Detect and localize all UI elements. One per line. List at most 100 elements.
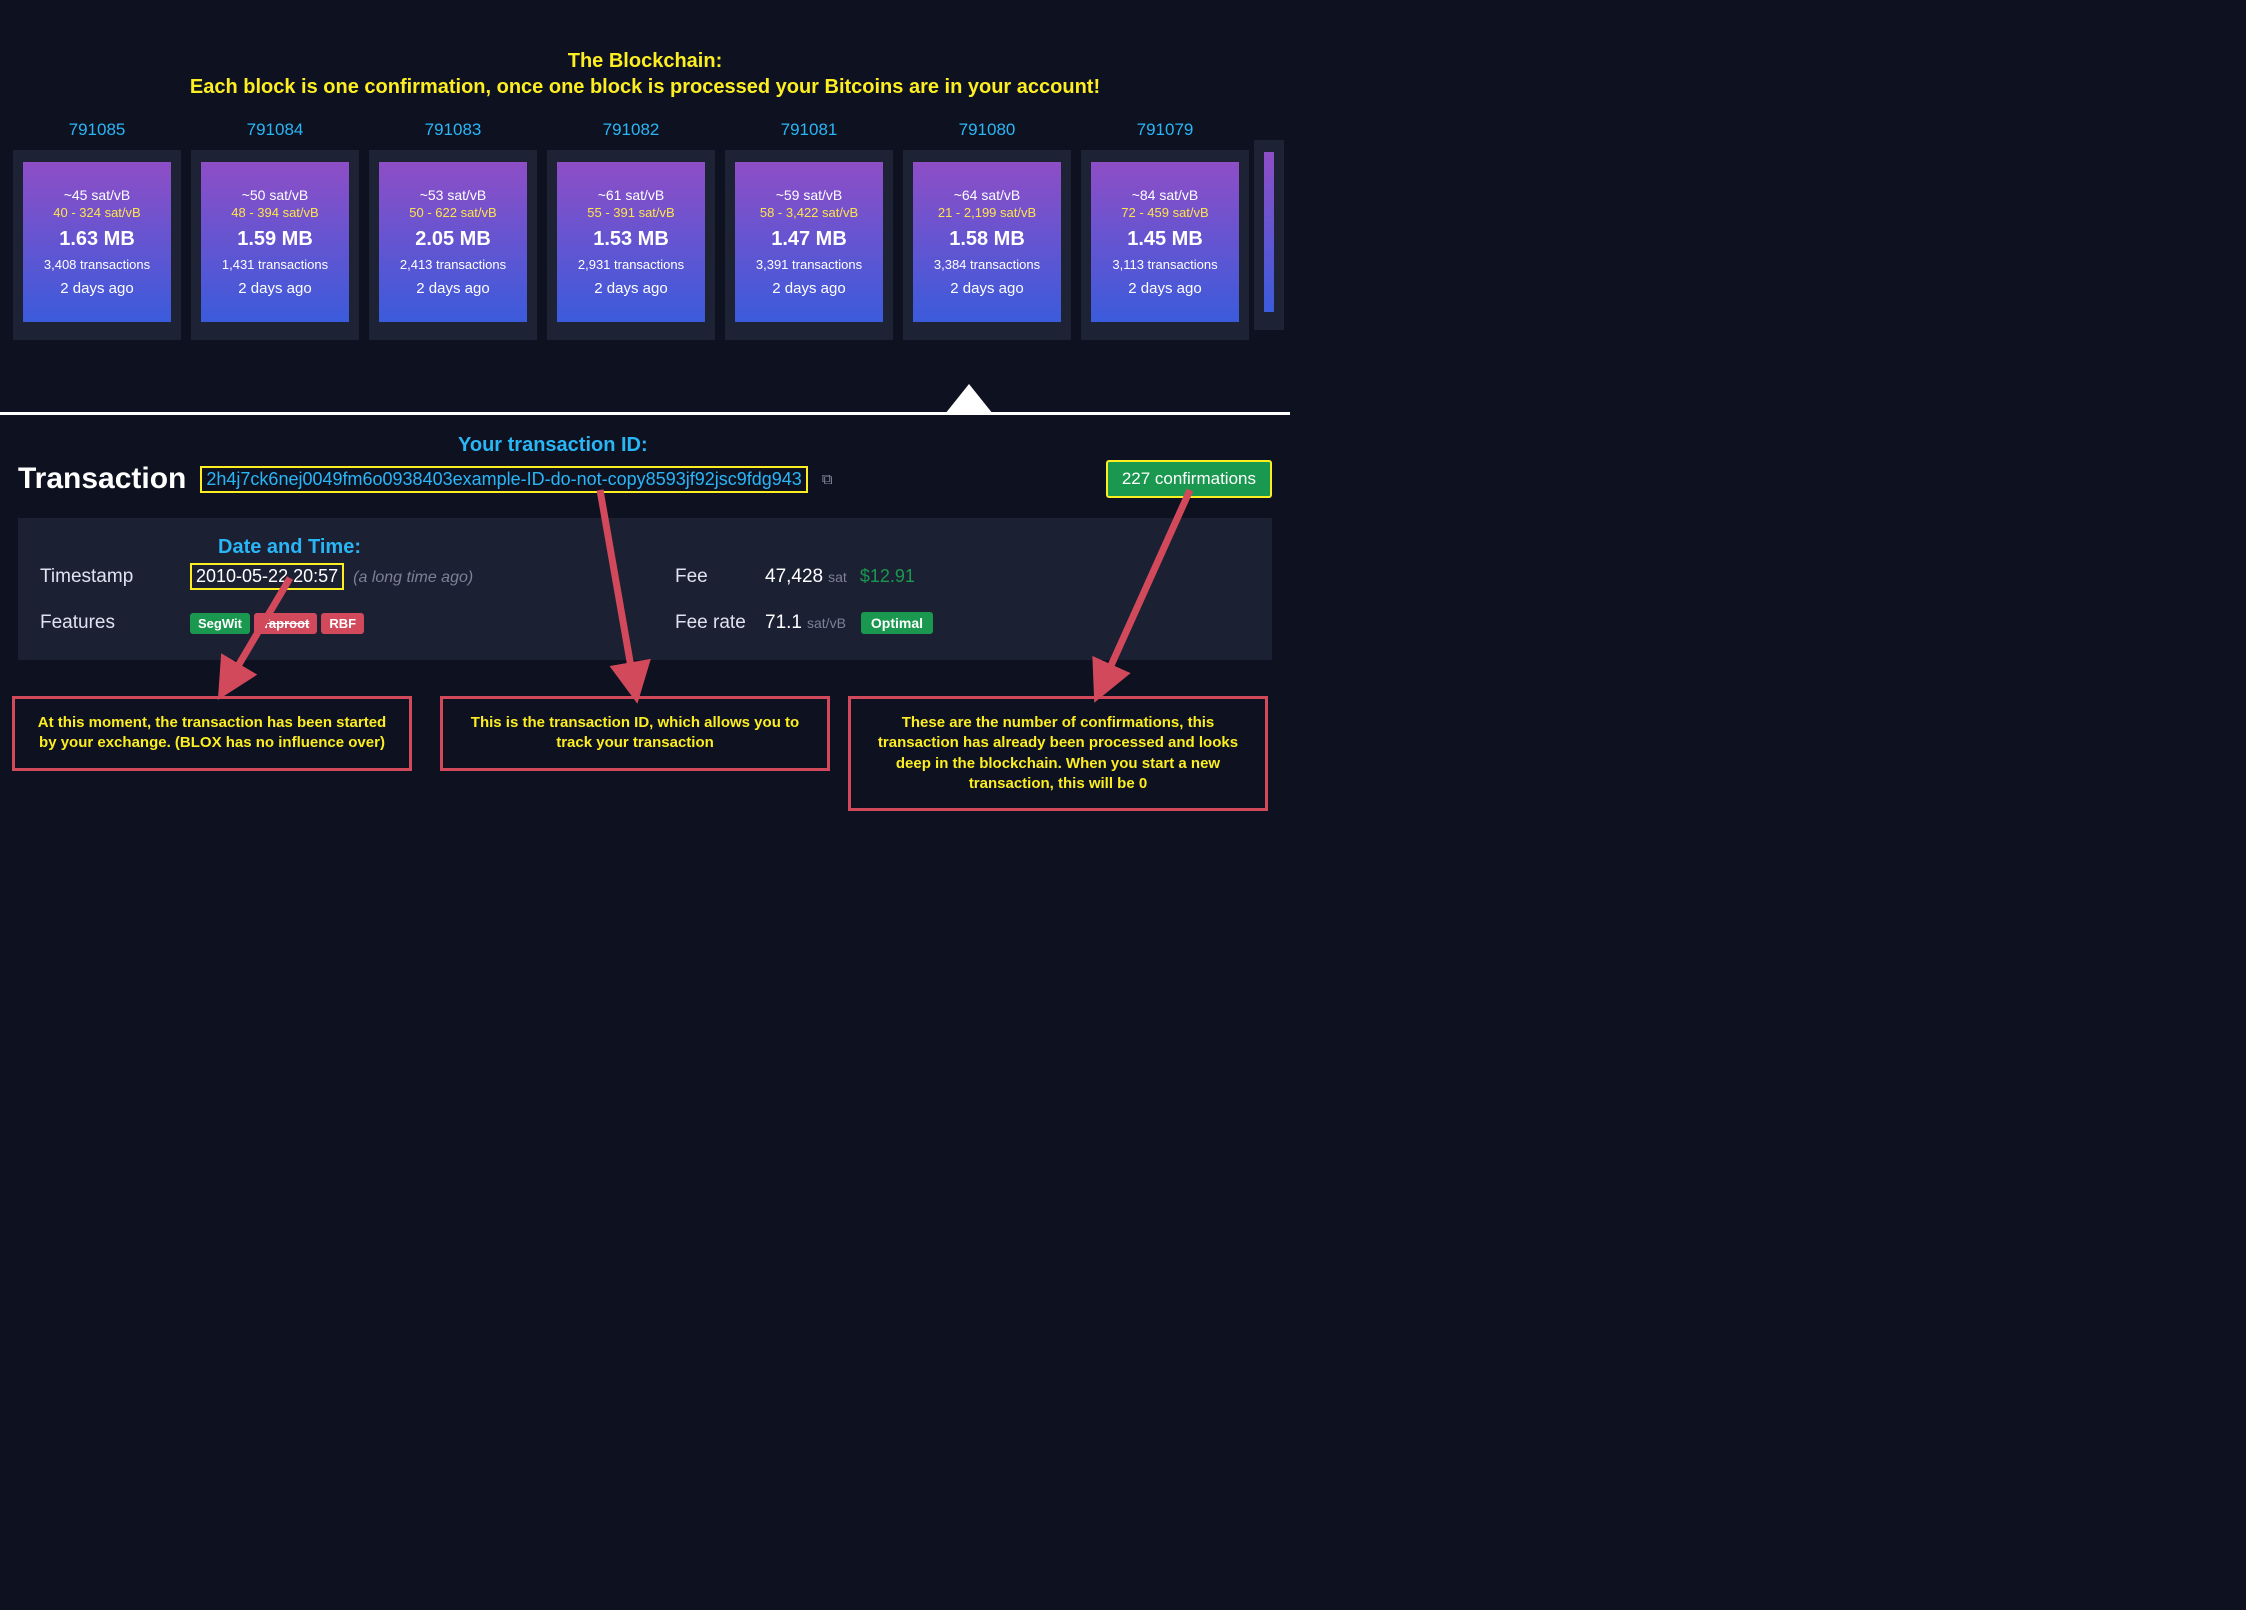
selected-block-pointer <box>945 384 993 414</box>
block-card[interactable]: ~50 sat/vB 48 - 394 sat/vB 1.59 MB 1,431… <box>191 150 359 340</box>
block-avg-fee: ~45 sat/vB <box>64 187 131 203</box>
feature-pill: Taproot <box>254 613 317 634</box>
block-age: 2 days ago <box>60 280 133 297</box>
block-number[interactable]: 791083 <box>425 120 482 140</box>
block-column[interactable]: 791080 ~64 sat/vB 21 - 2,199 sat/vB 1.58… <box>898 120 1076 340</box>
block-fee-range: 40 - 324 sat/vB <box>53 205 140 220</box>
block-number[interactable]: 791081 <box>781 120 838 140</box>
header-text: The Blockchain: Each block is one confir… <box>0 0 1290 100</box>
block-card[interactable]: ~61 sat/vB 55 - 391 sat/vB 1.53 MB 2,931… <box>547 150 715 340</box>
date-annotation-label: Date and Time: <box>218 536 1250 559</box>
block-age: 2 days ago <box>772 280 845 297</box>
block-tx-count: 2,413 transactions <box>400 257 506 272</box>
block-age: 2 days ago <box>594 280 667 297</box>
block-inner: ~45 sat/vB 40 - 324 sat/vB 1.63 MB 3,408… <box>23 162 171 322</box>
feerate-unit: sat/vB <box>807 615 846 631</box>
fee-sat: 47,428 <box>765 566 823 587</box>
transaction-header-row: Transaction 2h4j7ck6nej0049fm6o0938403ex… <box>18 460 1272 498</box>
feerate-value: 71.1 <box>765 612 802 633</box>
block-avg-fee: ~64 sat/vB <box>954 187 1021 203</box>
feerate-cell: 71.1 sat/vB Optimal <box>765 612 1250 634</box>
block-age: 2 days ago <box>950 280 1023 297</box>
fee-unit: sat <box>828 569 847 585</box>
transaction-section: Your transaction ID: Transaction 2h4j7ck… <box>18 438 1272 660</box>
block-number[interactable]: 791085 <box>69 120 126 140</box>
block-inner: ~50 sat/vB 48 - 394 sat/vB 1.59 MB 1,431… <box>201 162 349 322</box>
block-avg-fee: ~84 sat/vB <box>1132 187 1199 203</box>
timestamp-ago: (a long time ago) <box>353 569 473 586</box>
callout-confirmations: These are the number of confirmations, t… <box>848 696 1268 811</box>
block-size: 1.59 MB <box>237 228 313 251</box>
block-age: 2 days ago <box>1128 280 1201 297</box>
block-inner: ~59 sat/vB 58 - 3,422 sat/vB 1.47 MB 3,3… <box>735 162 883 322</box>
blockchain-row: 791085 ~45 sat/vB 40 - 324 sat/vB 1.63 M… <box>0 120 1290 340</box>
block-age: 2 days ago <box>416 280 489 297</box>
block-inner: ~53 sat/vB 50 - 622 sat/vB 2.05 MB 2,413… <box>379 162 527 322</box>
block-size: 1.47 MB <box>771 228 847 251</box>
block-column[interactable]: 791079 ~84 sat/vB 72 - 459 sat/vB 1.45 M… <box>1076 120 1254 340</box>
block-tx-count: 1,431 transactions <box>222 257 328 272</box>
block-card[interactable]: ~59 sat/vB 58 - 3,422 sat/vB 1.47 MB 3,3… <box>725 150 893 340</box>
block-avg-fee: ~59 sat/vB <box>776 187 843 203</box>
transaction-details-panel: Date and Time: Timestamp 2010-05-22 20:5… <box>18 518 1272 660</box>
block-fee-range: 55 - 391 sat/vB <box>587 205 674 220</box>
feature-pill: RBF <box>321 613 364 634</box>
block-number[interactable]: 791084 <box>247 120 304 140</box>
block-column[interactable]: 791083 ~53 sat/vB 50 - 622 sat/vB 2.05 M… <box>364 120 542 340</box>
feature-pill: SegWit <box>190 613 250 634</box>
block-inner: ~84 sat/vB 72 - 459 sat/vB 1.45 MB 3,113… <box>1091 162 1239 322</box>
header-line1: The Blockchain: <box>0 48 1290 74</box>
block-number[interactable]: 791082 <box>603 120 660 140</box>
confirmations-badge: 227 confirmations <box>1106 460 1272 498</box>
block-column-partial <box>1254 120 1284 340</box>
block-size: 1.58 MB <box>949 228 1025 251</box>
timestamp-cell: 2010-05-22 20:57 (a long time ago) <box>190 563 675 590</box>
block-size: 1.45 MB <box>1127 228 1203 251</box>
timestamp-label: Timestamp <box>40 566 190 588</box>
block-fee-range: 50 - 622 sat/vB <box>409 205 496 220</box>
detail-grid: Timestamp 2010-05-22 20:57 (a long time … <box>40 563 1250 634</box>
block-tx-count: 3,384 transactions <box>934 257 1040 272</box>
section-divider <box>0 412 1290 415</box>
txid-annotation-label: Your transaction ID: <box>458 434 648 457</box>
block-card[interactable]: ~84 sat/vB 72 - 459 sat/vB 1.45 MB 3,113… <box>1081 150 1249 340</box>
block-column[interactable]: 791082 ~61 sat/vB 55 - 391 sat/vB 1.53 M… <box>542 120 720 340</box>
block-inner: ~64 sat/vB 21 - 2,199 sat/vB 1.58 MB 3,3… <box>913 162 1061 322</box>
block-column[interactable]: 791081 ~59 sat/vB 58 - 3,422 sat/vB 1.47… <box>720 120 898 340</box>
transaction-heading: Transaction <box>18 462 186 496</box>
block-age: 2 days ago <box>238 280 311 297</box>
features-cell: SegWitTaprootRBF <box>190 612 675 634</box>
block-column[interactable]: 791084 ~50 sat/vB 48 - 394 sat/vB 1.59 M… <box>186 120 364 340</box>
block-card[interactable]: ~45 sat/vB 40 - 324 sat/vB 1.63 MB 3,408… <box>13 150 181 340</box>
block-tx-count: 2,931 transactions <box>578 257 684 272</box>
block-tx-count: 3,408 transactions <box>44 257 150 272</box>
block-fee-range: 21 - 2,199 sat/vB <box>938 205 1036 220</box>
block-avg-fee: ~50 sat/vB <box>242 187 309 203</box>
callout-timestamp: At this moment, the transaction has been… <box>12 696 412 771</box>
block-avg-fee: ~53 sat/vB <box>420 187 487 203</box>
block-column[interactable]: 791085 ~45 sat/vB 40 - 324 sat/vB 1.63 M… <box>8 120 186 340</box>
block-size: 2.05 MB <box>415 228 491 251</box>
block-size: 1.63 MB <box>59 228 135 251</box>
block-fee-range: 58 - 3,422 sat/vB <box>760 205 858 220</box>
block-tx-count: 3,113 transactions <box>1112 257 1217 272</box>
block-number[interactable]: 791080 <box>959 120 1016 140</box>
callout-txid: This is the transaction ID, which allows… <box>440 696 830 771</box>
block-number[interactable]: 791079 <box>1137 120 1194 140</box>
block-inner: ~61 sat/vB 55 - 391 sat/vB 1.53 MB 2,931… <box>557 162 705 322</box>
fee-cell: 47,428 sat $12.91 <box>765 566 1250 588</box>
timestamp-value: 2010-05-22 20:57 <box>190 563 344 590</box>
transaction-id[interactable]: 2h4j7ck6nej0049fm6o0938403example-ID-do-… <box>200 466 807 493</box>
fee-usd: $12.91 <box>860 566 915 586</box>
features-label: Features <box>40 612 190 634</box>
block-size: 1.53 MB <box>593 228 669 251</box>
block-card[interactable]: ~53 sat/vB 50 - 622 sat/vB 2.05 MB 2,413… <box>369 150 537 340</box>
fee-label: Fee <box>675 566 765 588</box>
block-card[interactable]: ~64 sat/vB 21 - 2,199 sat/vB 1.58 MB 3,3… <box>903 150 1071 340</box>
header-line2: Each block is one confirmation, once one… <box>0 74 1290 100</box>
optimal-badge: Optimal <box>861 612 933 634</box>
copy-icon[interactable]: ⧉ <box>822 471 833 488</box>
block-fee-range: 72 - 459 sat/vB <box>1121 205 1208 220</box>
block-fee-range: 48 - 394 sat/vB <box>231 205 318 220</box>
feerate-label: Fee rate <box>675 612 765 634</box>
